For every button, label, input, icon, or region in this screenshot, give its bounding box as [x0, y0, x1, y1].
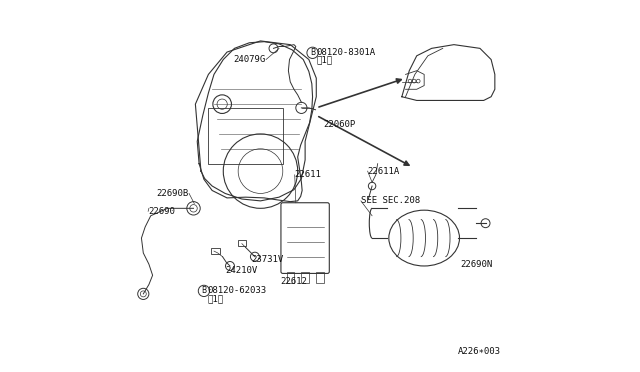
- Text: 1、: 1、: [207, 294, 224, 303]
- Text: SEE SEC.208: SEE SEC.208: [361, 196, 420, 205]
- Text: A226∗003: A226∗003: [458, 347, 500, 356]
- Text: 24210V: 24210V: [225, 266, 257, 275]
- Text: 22611A: 22611A: [367, 167, 400, 176]
- Text: B: B: [310, 48, 315, 57]
- Text: B: B: [202, 286, 207, 295]
- Text: 22611: 22611: [294, 170, 321, 179]
- Text: 22612: 22612: [280, 278, 307, 286]
- Text: 08120-8301A: 08120-8301A: [316, 48, 376, 57]
- Bar: [209, 108, 283, 164]
- Bar: [238, 240, 246, 246]
- Text: 22690N: 22690N: [461, 260, 493, 269]
- Bar: [301, 272, 309, 283]
- Text: 22690: 22690: [148, 207, 175, 216]
- Bar: [211, 248, 220, 254]
- Text: 23731V: 23731V: [251, 255, 284, 264]
- Text: 24079G: 24079G: [234, 55, 266, 64]
- Text: 08120-62033: 08120-62033: [207, 286, 267, 295]
- Text: 1、: 1、: [316, 56, 332, 65]
- Bar: [316, 272, 324, 283]
- Text: 22060P: 22060P: [324, 120, 356, 129]
- Bar: [287, 272, 294, 283]
- Text: 22690B: 22690B: [157, 189, 189, 198]
